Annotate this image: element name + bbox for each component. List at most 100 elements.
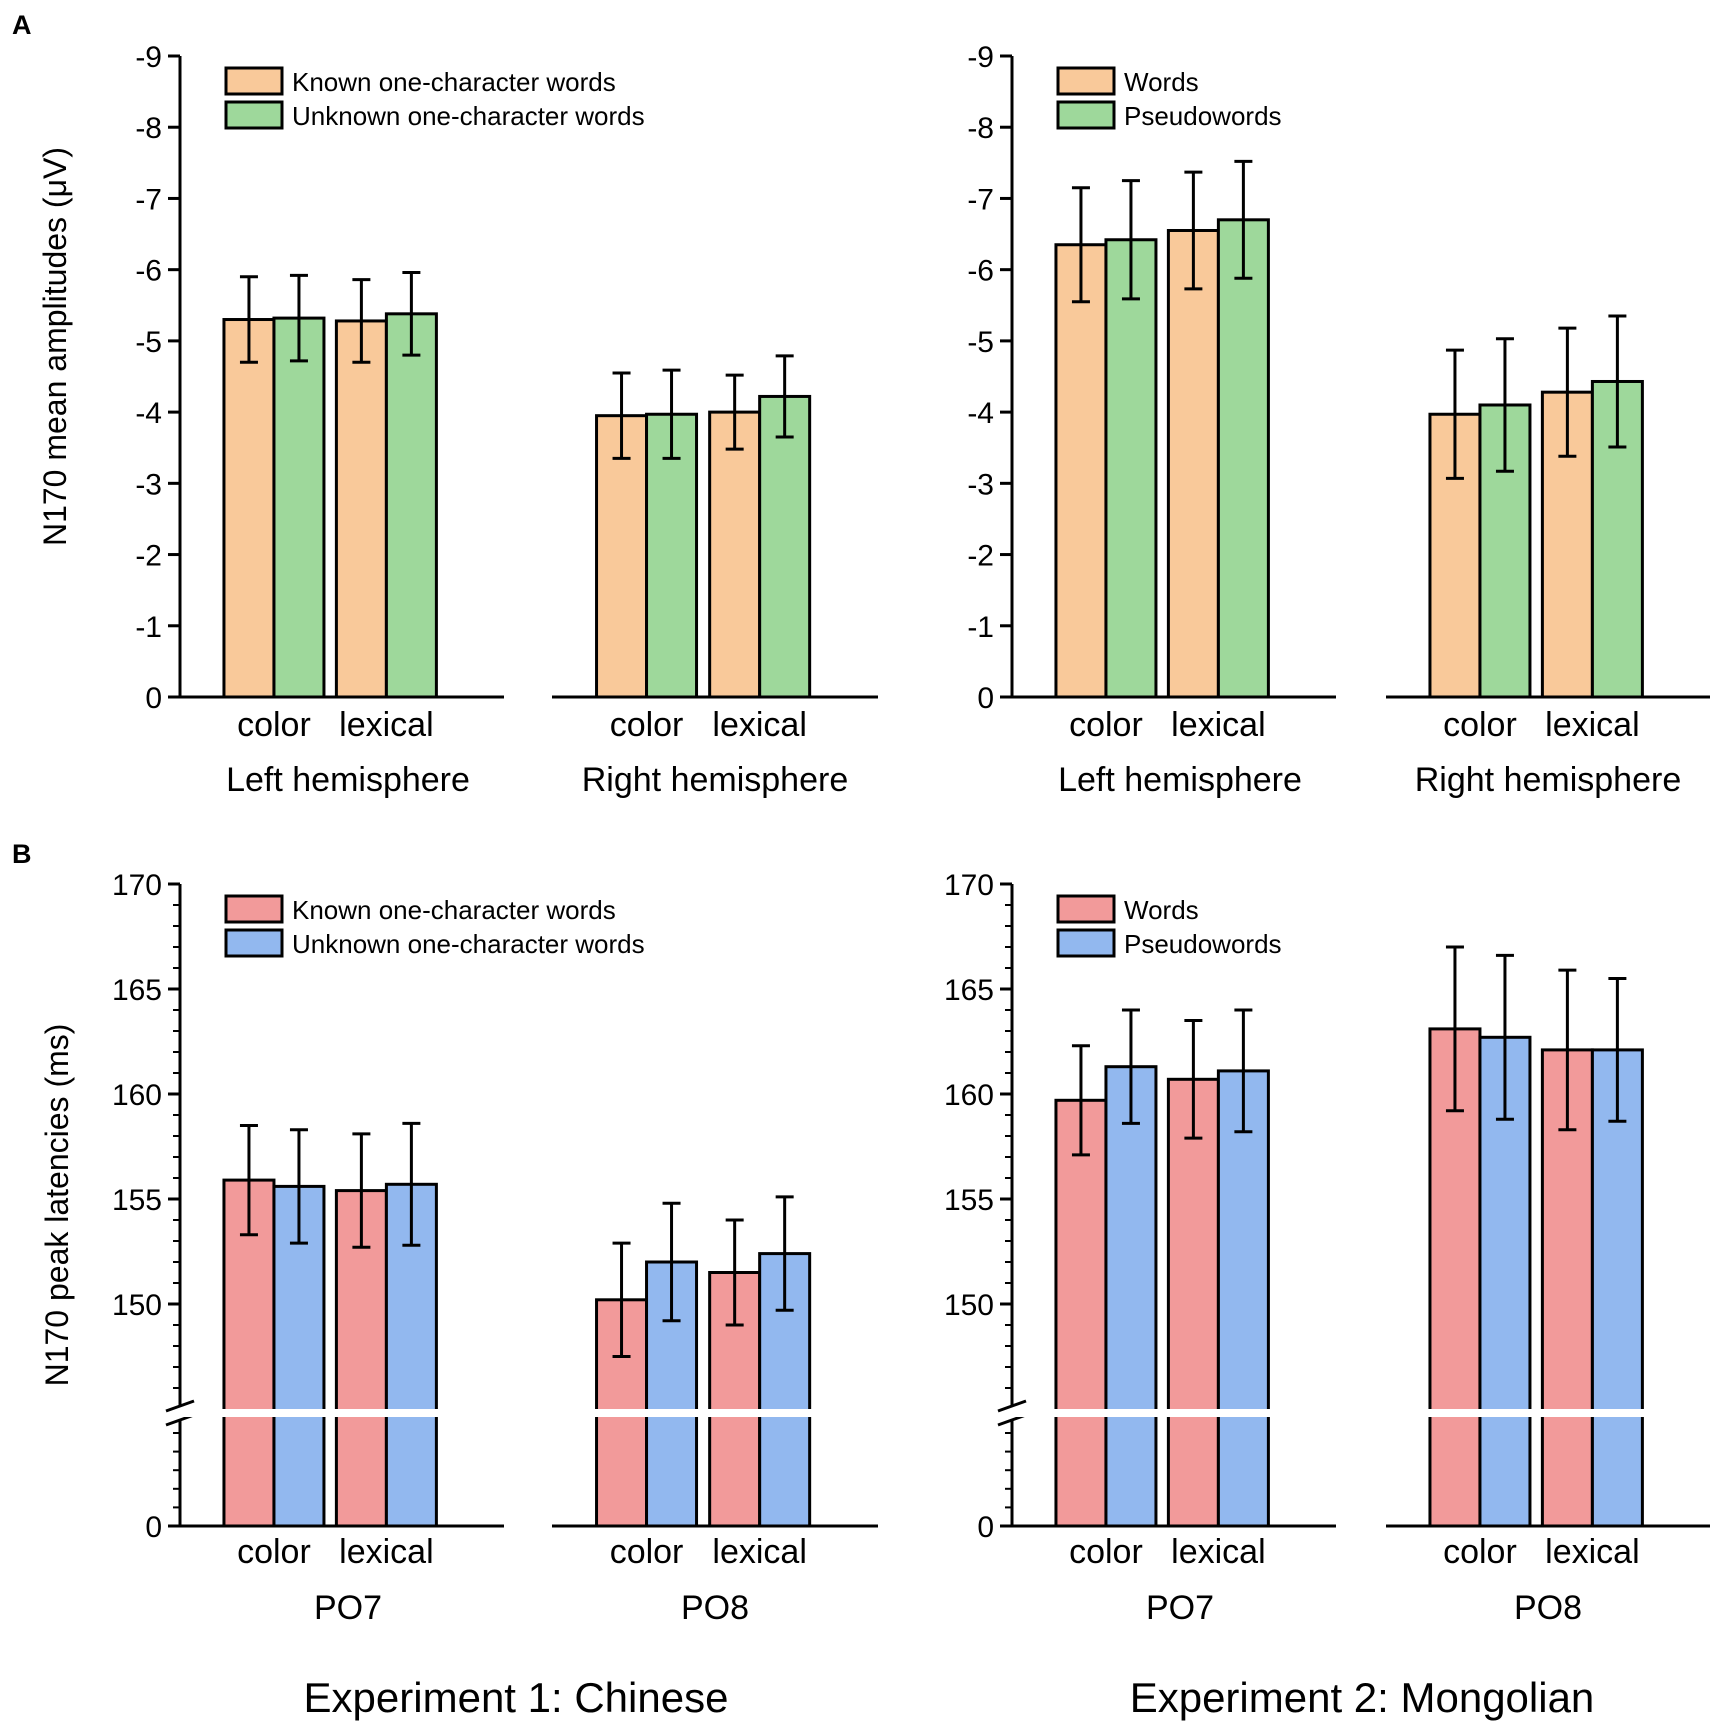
x-group-label: Right hemisphere <box>1415 761 1681 799</box>
x-category-label: color <box>1069 706 1143 744</box>
y-tick-label: -6 <box>135 255 162 288</box>
x-group-label: Left hemisphere <box>226 761 470 799</box>
x-category-label: lexical <box>1171 1533 1265 1571</box>
x-group-label: Right hemisphere <box>582 761 848 799</box>
x-category-label: color <box>1069 1533 1143 1571</box>
y-tick-label: -5 <box>967 326 994 359</box>
x-category-label: lexical <box>339 706 433 744</box>
bar <box>334 319 388 699</box>
legend-label: Pseudowords <box>1124 929 1282 959</box>
y-tick-label: -2 <box>967 540 994 573</box>
legend-swatch <box>224 66 284 96</box>
y-tick-label: 165 <box>944 974 994 1007</box>
bar <box>1166 228 1220 699</box>
x-category-label: color <box>237 1533 311 1571</box>
panel-letter-b: B <box>12 839 32 869</box>
x-category-label: color <box>1443 706 1517 744</box>
x-group-label: Left hemisphere <box>1058 761 1302 799</box>
y-axis-title: N170 mean amplitudes (μV) <box>37 147 73 546</box>
legend-swatch <box>1056 894 1116 924</box>
x-group-label: PO7 <box>314 1589 382 1627</box>
y-tick-label: -5 <box>135 326 162 359</box>
bar <box>758 394 812 699</box>
chart-B-exp1: 150 155 160 165 170 0 N170 peak latencies (ms)… <box>39 869 1710 1627</box>
legend-swatch <box>1056 928 1116 958</box>
bar <box>1054 1098 1108 1528</box>
y-tick-label: 155 <box>944 1184 994 1217</box>
y-tick-label: -4 <box>135 397 162 430</box>
bar <box>1590 379 1644 699</box>
legend-label: Pseudowords <box>1124 101 1282 131</box>
y-tick-label: -4 <box>967 397 994 430</box>
y-tick-label: -7 <box>967 183 994 216</box>
x-category-label: lexical <box>339 1533 433 1571</box>
y-tick-label: -8 <box>967 112 994 145</box>
bar <box>1104 238 1158 699</box>
bar <box>758 1252 812 1528</box>
x-group-label: PO8 <box>1514 1589 1582 1627</box>
legend-label: Unknown one-character words <box>292 929 645 959</box>
bar <box>1104 1065 1158 1528</box>
axis-break-gap <box>1014 1409 1710 1417</box>
legend-swatch <box>1056 66 1116 96</box>
x-category-label: lexical <box>712 1533 806 1571</box>
x-category-label: color <box>237 706 311 744</box>
y-tick-label: 170 <box>944 869 994 902</box>
legend-label: Words <box>1124 895 1199 925</box>
bar <box>384 312 438 699</box>
y-tick-label: 170 <box>112 869 162 902</box>
legend-swatch <box>224 894 284 924</box>
axis-break-mark <box>997 1399 1027 1413</box>
x-group-label: PO7 <box>1146 1589 1214 1627</box>
y-tick-label: 0 <box>977 1511 994 1544</box>
y-tick-label: 150 <box>944 1289 994 1322</box>
y-tick-label: -2 <box>135 540 162 573</box>
y-tick-label: -3 <box>967 468 994 501</box>
axis-break-gap <box>182 1409 1710 1417</box>
y-axis-title: N170 peak latencies (ms) <box>39 1024 75 1387</box>
bar <box>222 318 276 699</box>
y-tick-label: 0 <box>977 682 994 715</box>
legend-swatch <box>224 928 284 958</box>
experiment-2-label: Experiment 2: Mongolian <box>1130 1674 1595 1721</box>
y-tick-label: -3 <box>135 468 162 501</box>
legend-label: Words <box>1124 67 1199 97</box>
y-tick-label: 155 <box>112 1184 162 1217</box>
legend-label: Known one-character words <box>292 67 616 97</box>
y-tick-label: -1 <box>135 611 162 644</box>
experiment-1-label: Experiment 1: Chinese <box>304 1674 729 1721</box>
y-tick-label: -9 <box>135 41 162 74</box>
y-tick-label: 150 <box>112 1289 162 1322</box>
legend-label: Known one-character words <box>292 895 616 925</box>
panel-letter-a: A <box>12 10 32 40</box>
x-group-label: PO8 <box>681 1589 749 1627</box>
y-tick-label: -8 <box>135 112 162 145</box>
bar <box>1216 218 1270 699</box>
bar <box>1216 1069 1270 1528</box>
bar <box>1054 243 1108 699</box>
legend-label: Unknown one-character words <box>292 101 645 131</box>
y-tick-label: 160 <box>944 1079 994 1112</box>
y-tick-label: 0 <box>145 682 162 715</box>
x-category-label: color <box>610 706 684 744</box>
y-tick-label: 0 <box>145 1511 162 1544</box>
chart-A-exp1: 0 -1 -2 -3 -4 -5 -6 -7 -8 -9 N170 mean amplitudes … <box>37 41 878 799</box>
chart-A-exp2: 0 -1 -2 -3 -4 -5 -6 -7 -8 -9 color lexical Left hemi… <box>967 41 1710 799</box>
bar <box>1166 1077 1220 1528</box>
bar <box>1478 1035 1532 1528</box>
y-tick-label: -7 <box>135 183 162 216</box>
x-category-label: lexical <box>1545 706 1639 744</box>
legend-swatch <box>1056 100 1116 130</box>
y-tick-label: -9 <box>967 41 994 74</box>
legend-swatch <box>224 100 284 130</box>
x-category-label: lexical <box>1171 706 1265 744</box>
x-category-label: lexical <box>1545 1533 1639 1571</box>
y-tick-label: 165 <box>112 974 162 1007</box>
axis-break-mark <box>165 1399 195 1413</box>
y-tick-label: -6 <box>967 255 994 288</box>
bar <box>708 1271 762 1528</box>
y-tick-label: -1 <box>967 611 994 644</box>
bar <box>272 316 326 699</box>
